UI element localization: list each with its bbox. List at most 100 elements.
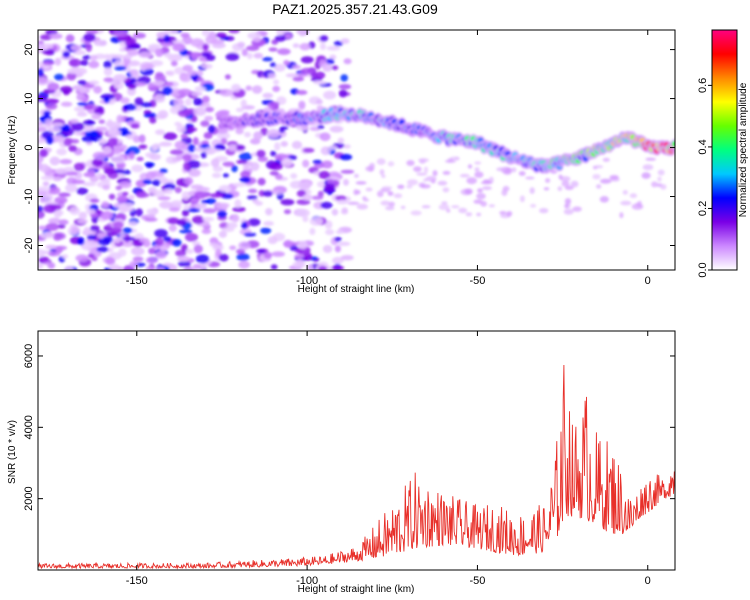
y-tick-label: -20 <box>23 238 35 254</box>
spectrogram-cell <box>335 229 344 235</box>
spectrogram-cell <box>564 198 572 205</box>
spectrogram-cell <box>131 247 145 256</box>
spectrogram-cell <box>41 50 54 55</box>
spectrogram-cell <box>179 73 192 83</box>
spectrogram-cell <box>120 97 130 104</box>
spectrogram-cell <box>276 96 287 105</box>
spectrogram-cell <box>194 147 205 152</box>
spectrogram-cell <box>139 237 150 243</box>
spectrogram-cell <box>38 126 47 133</box>
spectrogram-cell <box>387 161 395 167</box>
spectrogram-cell <box>594 165 604 169</box>
spectrogram-cell <box>262 92 274 99</box>
spectrogram-cell <box>182 64 193 72</box>
spectrogram-cell <box>164 30 179 35</box>
spectrogram-cell <box>454 156 460 161</box>
spectrogram-cell <box>501 189 508 196</box>
spectrogram-cell <box>256 249 266 254</box>
spectrogram-cell <box>78 211 88 220</box>
spectrogram-cell <box>91 113 102 120</box>
spectrogram-cell <box>270 150 277 157</box>
spectrogram-cell <box>558 174 563 180</box>
spectrogram-cell <box>340 255 354 261</box>
spectrogram-cell <box>218 109 230 115</box>
spectrogram-cell <box>234 144 246 151</box>
spectrogram-cell <box>202 43 209 51</box>
spectrogram-cell <box>123 103 137 111</box>
spectrogram-cell <box>190 38 204 48</box>
spectrogram-cell <box>49 204 62 211</box>
spectrogram-cell <box>320 42 326 51</box>
spectrogram-cell <box>467 164 473 169</box>
spectrogram-cell <box>356 203 368 210</box>
spectrogram-cell <box>325 58 335 65</box>
spectrogram-cell <box>338 84 352 90</box>
spectrogram-cell <box>320 201 333 209</box>
spectrogram-cell <box>251 85 263 94</box>
spectrogram-cell <box>187 127 198 132</box>
spectrogram-cell <box>171 200 183 206</box>
spectrogram-cell <box>40 34 53 41</box>
spectrogram-cell <box>193 97 203 106</box>
spectrogram-cell <box>271 190 284 195</box>
spectrogram-cell <box>168 207 180 212</box>
spectrogram-cell <box>128 194 135 200</box>
spectrogram-cell <box>148 247 156 255</box>
spectrogram-cell <box>231 83 241 93</box>
spectrogram-cell <box>64 171 78 176</box>
spectrogram-cell <box>338 89 348 98</box>
spectrogram-cell <box>519 195 525 203</box>
spectrogram-cell <box>332 256 344 265</box>
spectrogram-cell <box>194 191 207 200</box>
spectrogram-cell <box>319 35 329 42</box>
spectrogram-cell <box>169 149 184 155</box>
spectrogram-cell <box>91 158 104 167</box>
spectrogram-cell <box>65 34 75 43</box>
spectrogram-cell <box>145 171 157 180</box>
spectrogram-cell <box>177 260 191 267</box>
spectrogram-cell <box>387 191 394 197</box>
spectrogram-cell <box>174 140 186 150</box>
colorbar-tick-label: 0.0 <box>697 262 709 277</box>
spectrogram-cell <box>217 210 227 218</box>
spectrogram-cell <box>250 162 260 171</box>
spectrogram-cell <box>93 85 102 94</box>
spectrogram-cell <box>114 65 127 71</box>
spectrogram-cell <box>39 163 49 173</box>
spectrogram-cell <box>142 179 152 185</box>
spectrogram-cell <box>116 114 124 124</box>
spectrogram-cell <box>153 172 165 177</box>
spectrogram-cell <box>421 205 431 209</box>
spectrogram-cell <box>267 73 277 79</box>
spectrogram-cell <box>423 166 429 174</box>
spectrogram-cell <box>163 52 173 58</box>
spectrogram-cell <box>183 205 192 210</box>
spectrogram-cell <box>441 201 448 205</box>
spectrogram-cell <box>146 163 153 169</box>
spectrogram-cell <box>278 127 285 134</box>
spectrogram-cell <box>474 171 484 178</box>
spectrogram-cell <box>203 132 213 139</box>
spectrogram-cell <box>425 176 437 182</box>
chart-title: PAZ1.2025.357.21.43.G09 <box>272 1 438 17</box>
spectrogram-cell <box>54 134 64 143</box>
spectrogram-cell <box>82 124 95 132</box>
spectrogram-cell <box>53 209 62 219</box>
spectrogram-cell <box>300 56 314 64</box>
spectrogram-cell <box>59 86 73 94</box>
spectrogram-cell <box>155 129 165 135</box>
spectrogram-cell <box>299 43 311 51</box>
spectrogram-cell <box>309 216 323 226</box>
spectrogram-cell <box>76 111 88 117</box>
spectrogram-cell <box>107 126 119 135</box>
spectrogram-cell <box>56 245 68 251</box>
spectrogram-cell <box>57 224 66 229</box>
spectrogram-cell <box>103 96 111 104</box>
y-tick-label: 10 <box>23 92 35 104</box>
spectrogram-cell <box>122 227 133 234</box>
spectrogram-cell <box>269 101 280 108</box>
spectrogram-cell <box>154 229 168 238</box>
spectrogram-cell <box>152 80 166 86</box>
